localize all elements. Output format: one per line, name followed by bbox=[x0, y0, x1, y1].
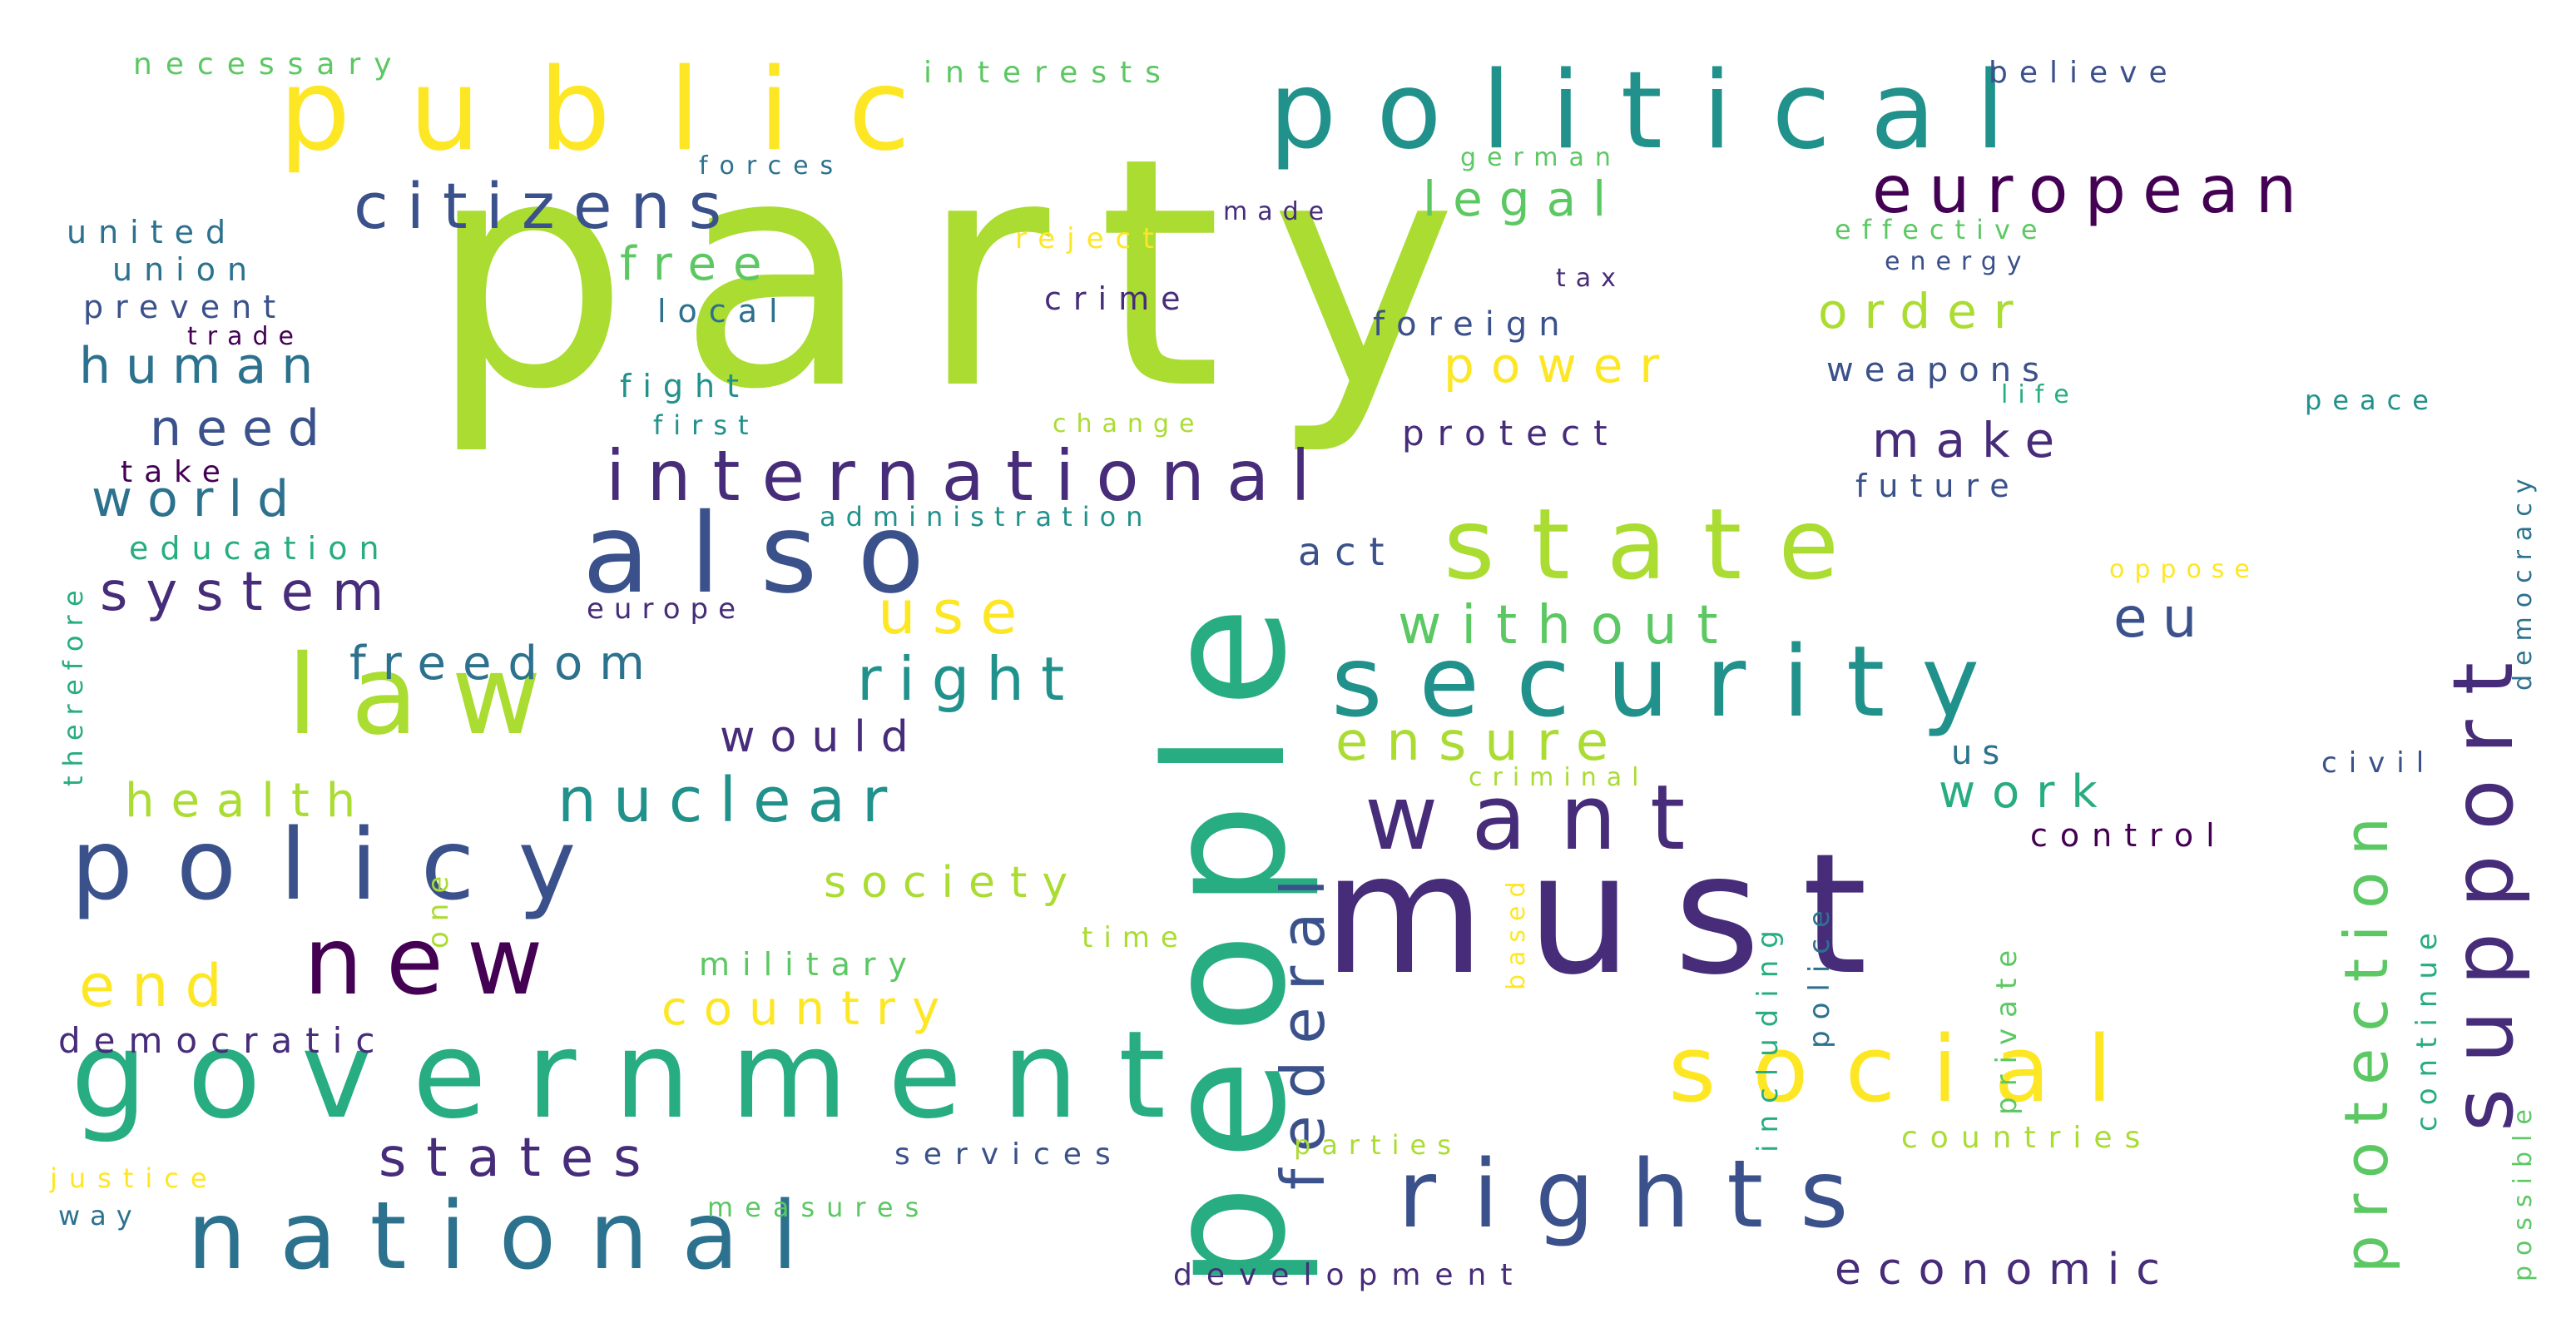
word-order: order bbox=[1818, 283, 2030, 339]
word-need: need bbox=[150, 399, 334, 458]
word-continue: continue bbox=[2410, 922, 2444, 1132]
word-weapons: weapons bbox=[1826, 351, 2050, 389]
word-german: german bbox=[1460, 143, 1622, 172]
word-would: would bbox=[720, 712, 924, 762]
word-change: change bbox=[1053, 409, 1205, 439]
word-work: work bbox=[1939, 766, 2114, 818]
word-world: world bbox=[92, 470, 305, 528]
word-citizens: citizens bbox=[354, 169, 741, 243]
word-justice: justice bbox=[50, 1162, 219, 1194]
word-believe: believe bbox=[1989, 56, 2179, 90]
word-political: political bbox=[1269, 49, 2045, 173]
word-local: local bbox=[657, 293, 790, 330]
word-democracy: democracy bbox=[2509, 469, 2538, 691]
word-control: control bbox=[2030, 817, 2227, 854]
word-services: services bbox=[894, 1137, 1124, 1172]
word-made: made bbox=[1223, 197, 1335, 226]
word-trade: trade bbox=[187, 322, 304, 351]
word-administration: administration bbox=[820, 501, 1153, 533]
word-time: time bbox=[1082, 921, 1189, 954]
word-one: one bbox=[422, 865, 455, 949]
word-support: support bbox=[2435, 637, 2532, 1132]
word-government: government bbox=[71, 1005, 1206, 1146]
word-foreign: foreign bbox=[1373, 305, 1572, 344]
word-new: new bbox=[304, 908, 567, 1016]
word-life: life bbox=[2001, 380, 2079, 409]
word-eu: eu bbox=[2113, 586, 2212, 650]
word-human: human bbox=[79, 337, 329, 395]
word-act: act bbox=[1298, 529, 1398, 574]
word-united: united bbox=[67, 214, 238, 250]
word-first: first bbox=[653, 409, 760, 441]
word-party: party bbox=[429, 90, 1506, 458]
word-including: including bbox=[1751, 919, 1785, 1152]
word-necessary: necessary bbox=[133, 47, 405, 82]
word-public: public bbox=[279, 45, 969, 176]
word-tax: tax bbox=[1556, 264, 1626, 293]
word-countries: countries bbox=[1901, 1121, 2153, 1155]
word-protect: protect bbox=[1402, 413, 1621, 453]
word-civil: civil bbox=[2321, 746, 2436, 780]
word-protection: protection bbox=[2331, 800, 2401, 1273]
word-free: free bbox=[620, 237, 779, 291]
word-effective: effective bbox=[1835, 214, 2048, 245]
word-states: states bbox=[379, 1127, 661, 1189]
word-rights: rights bbox=[1398, 1141, 1885, 1249]
word-possible: possible bbox=[2509, 1099, 2538, 1281]
word-system: system bbox=[100, 562, 403, 623]
word-european: european bbox=[1872, 153, 2314, 228]
word-us: us bbox=[1951, 734, 2010, 772]
word-therefore: therefore bbox=[57, 581, 89, 786]
word-freedom: freedom bbox=[349, 637, 661, 691]
word-end: end bbox=[79, 952, 239, 1020]
word-criminal: criminal bbox=[1469, 763, 1649, 792]
word-use: use bbox=[878, 577, 1034, 647]
word-take: take bbox=[121, 455, 232, 489]
word-europe: europe bbox=[587, 592, 746, 626]
word-crime: crime bbox=[1044, 280, 1192, 317]
word-energy: energy bbox=[1885, 247, 2032, 276]
word-future: future bbox=[1855, 468, 2021, 504]
word-law: law bbox=[287, 632, 575, 760]
word-parties: parties bbox=[1294, 1129, 1462, 1161]
word-private: private bbox=[1990, 939, 2024, 1115]
word-oppose: oppose bbox=[2109, 555, 2260, 584]
word-development: development bbox=[1173, 1258, 1527, 1292]
word-democratic: democratic bbox=[58, 1020, 389, 1061]
word-police: police bbox=[1803, 899, 1836, 1048]
word-education: education bbox=[129, 530, 391, 567]
word-union: union bbox=[112, 251, 260, 288]
word-based: based bbox=[1502, 873, 1531, 990]
word-country: country bbox=[661, 982, 957, 1036]
word-want: want bbox=[1365, 766, 1719, 870]
word-also: also bbox=[582, 490, 965, 618]
word-forces: forces bbox=[699, 151, 845, 181]
word-national: national bbox=[187, 1182, 831, 1291]
word-health: health bbox=[125, 774, 373, 828]
word-measures: measures bbox=[707, 1192, 931, 1223]
word-security: security bbox=[1331, 624, 2017, 739]
word-military: military bbox=[699, 946, 919, 983]
word-fight: fight bbox=[620, 368, 751, 404]
word-reject: reject bbox=[1015, 222, 1166, 255]
word-legal: legal bbox=[1423, 171, 1623, 227]
word-power: power bbox=[1444, 337, 1677, 394]
word-social: social bbox=[1668, 1016, 2149, 1122]
word-society: society bbox=[824, 858, 1083, 908]
word-way: way bbox=[58, 1200, 142, 1231]
word-nuclear: nuclear bbox=[557, 765, 904, 836]
word-must: must bbox=[1323, 818, 1910, 1012]
word-economic: economic bbox=[1835, 1245, 2177, 1295]
word-international: international bbox=[606, 435, 1332, 517]
word-without: without bbox=[1398, 595, 1738, 657]
word-state: state bbox=[1444, 487, 1875, 602]
word-make: make bbox=[1872, 412, 2072, 468]
word-interests: interests bbox=[924, 56, 1174, 90]
word-ensure: ensure bbox=[1335, 711, 1627, 773]
word-peace: peace bbox=[2305, 384, 2440, 416]
word-policy: policy bbox=[71, 807, 620, 922]
word-prevent: prevent bbox=[83, 289, 288, 325]
word-right: right bbox=[857, 644, 1082, 714]
